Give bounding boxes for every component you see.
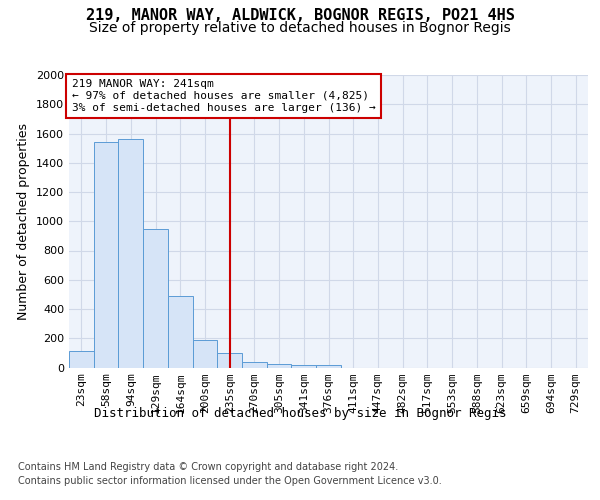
Bar	[316, 366, 341, 368]
Text: 219 MANOR WAY: 241sqm
← 97% of detached houses are smaller (4,825)
3% of semi-de: 219 MANOR WAY: 241sqm ← 97% of detached …	[71, 80, 376, 112]
Text: Contains public sector information licensed under the Open Government Licence v3: Contains public sector information licen…	[18, 476, 442, 486]
Text: Size of property relative to detached houses in Bognor Regis: Size of property relative to detached ho…	[89, 21, 511, 35]
Text: Distribution of detached houses by size in Bognor Regis: Distribution of detached houses by size …	[94, 408, 506, 420]
Bar	[267, 364, 292, 368]
Bar	[118, 140, 143, 368]
Bar	[292, 365, 316, 368]
Text: 219, MANOR WAY, ALDWICK, BOGNOR REGIS, PO21 4HS: 219, MANOR WAY, ALDWICK, BOGNOR REGIS, P…	[86, 8, 514, 22]
Bar	[168, 296, 193, 368]
Bar	[193, 340, 217, 367]
Bar	[217, 353, 242, 368]
Bar	[69, 352, 94, 368]
Bar	[143, 228, 168, 368]
Y-axis label: Number of detached properties: Number of detached properties	[17, 122, 31, 320]
Bar	[242, 362, 267, 368]
Text: Contains HM Land Registry data © Crown copyright and database right 2024.: Contains HM Land Registry data © Crown c…	[18, 462, 398, 472]
Bar	[94, 142, 118, 368]
